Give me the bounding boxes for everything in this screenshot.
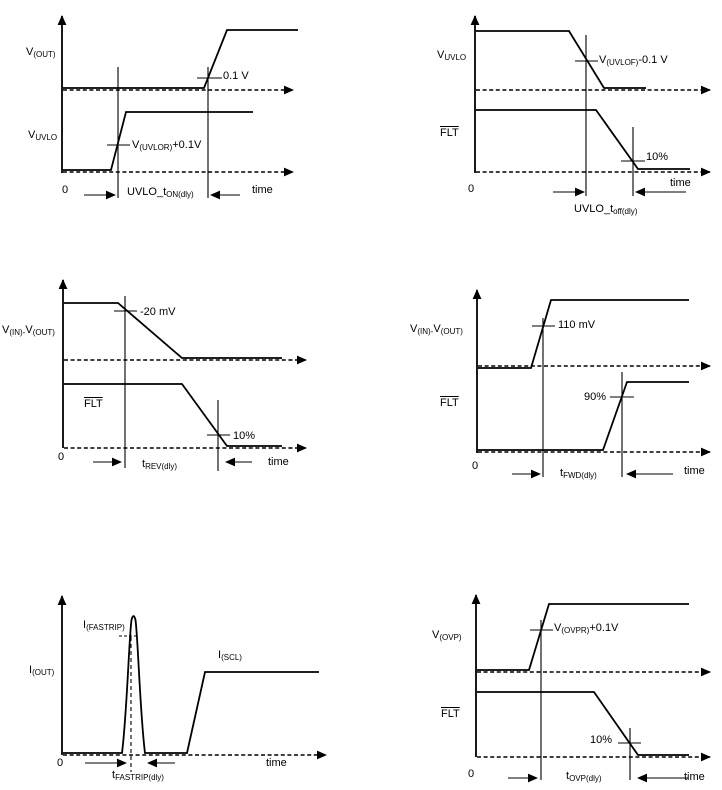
d1-time-label: time	[252, 184, 273, 196]
d5-iscl-level-label: I(SCL)	[218, 649, 242, 662]
d4-flt-axis-label: FLT	[440, 397, 459, 409]
d6-threshold-label: V(OVPR)+0.1V	[554, 622, 619, 635]
d6-vovp-axis-label: V(OVP)	[432, 629, 462, 642]
d6-time-label: time	[684, 771, 705, 783]
uvlo-ton-diagram	[57, 15, 298, 200]
vin-vout-trace	[64, 302, 282, 359]
trev-diagram	[58, 279, 307, 471]
d5-time-label: time	[266, 757, 287, 769]
d2-time-label: time	[670, 177, 691, 189]
tovp-diagram	[471, 594, 711, 783]
iout-pulse-and-scl-trace	[63, 615, 319, 754]
d2-origin-label: 0	[468, 183, 475, 195]
d1-uvlo-threshold-label: V(UVLOR)+0.1V	[132, 139, 202, 152]
d3-origin-label: 0	[58, 451, 65, 463]
vovp-trace	[477, 603, 689, 671]
d3-time-label: time	[268, 456, 289, 468]
uvlo-toff-diagram	[470, 15, 711, 197]
d5-fastrip-level-label: I(FASTRIP)	[83, 619, 125, 632]
d2-percent-label: 10%	[646, 151, 669, 163]
flt-trace	[478, 381, 689, 451]
d2-threshold-label: V(UVLOF)-0.1 V	[599, 54, 668, 67]
d5-origin-label: 0	[57, 757, 64, 769]
d1-delay-label: UVLO_tON(dly)	[127, 186, 194, 199]
d6-percent-label: 10%	[590, 734, 613, 746]
d3-threshold-label: -20 mV	[140, 306, 176, 318]
vin-vout-trace	[478, 299, 689, 369]
d5-iout-axis-label: I(OUT)	[29, 664, 55, 677]
d3-vin-vout-axis-label: V(IN)-V(OUT)	[2, 324, 55, 337]
flt-trace	[476, 109, 690, 170]
d1-origin-label: 0	[62, 184, 69, 196]
d4-threshold-label: 110 mV	[558, 319, 596, 331]
d4-origin-label: 0	[472, 460, 479, 472]
d6-flt-axis-label: FLT	[441, 708, 460, 720]
tfwd-diagram	[472, 289, 711, 479]
flt-trace	[477, 691, 689, 756]
d3-flt-axis-label: FLT	[84, 398, 103, 410]
flt-trace	[64, 383, 282, 447]
d2-delay-label: UVLO_toff(dly)	[574, 203, 638, 216]
d5-delay-label: tFASTRIP(dly)	[112, 769, 164, 782]
d4-percent-label: 90%	[584, 391, 607, 403]
d4-delay-label: tFWD(dly)	[560, 467, 597, 480]
d6-delay-label: tOVP(dly)	[566, 770, 602, 783]
vout-trace	[63, 29, 298, 89]
d6-origin-label: 0	[468, 768, 475, 780]
d4-time-label: time	[684, 465, 705, 477]
d4-vin-vout-axis-label: V(IN)-V(OUT)	[410, 323, 463, 336]
d3-delay-label: tREV(dly)	[142, 458, 178, 471]
d2-flt-axis-label: FLT	[440, 127, 459, 139]
fastrip-diagram	[57, 595, 327, 772]
d1-vout-axis-label: V(OUT)	[26, 46, 56, 59]
d1-vuvlo-axis-label: VUVLO	[28, 129, 58, 142]
d3-percent-label: 10%	[233, 430, 256, 442]
d2-vuvlo-axis-label: VUVLO	[437, 49, 467, 62]
d1-vout-threshold-label: 0.1 V	[223, 70, 249, 82]
